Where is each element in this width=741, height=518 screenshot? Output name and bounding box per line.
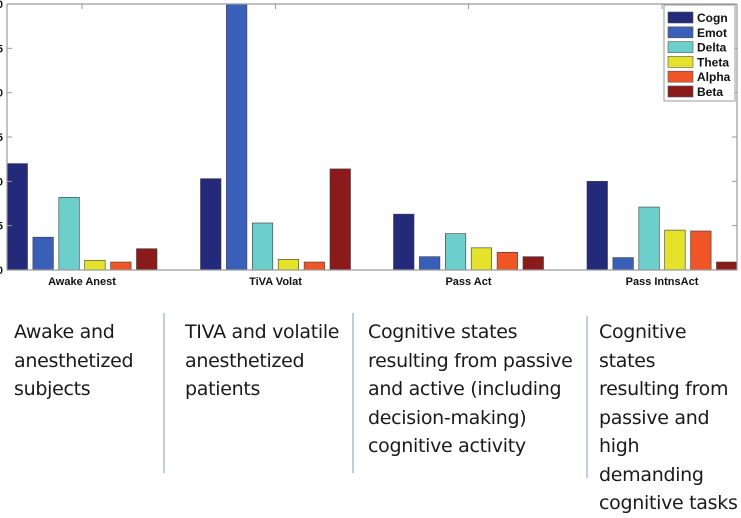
y-tick-label: 25 [0,43,3,55]
y-ticks: 0 5 10 15 20 25 30 [0,0,737,277]
bar-beta-2 [522,256,544,271]
bar-cogn-2 [393,213,415,271]
bar-alpha-2 [496,251,518,271]
bar-emot-2 [419,256,441,271]
bar-emot-1 [226,3,248,271]
y-tick-label: 20 [0,88,3,100]
axes-layer [6,3,738,271]
y-tick-label: 10 [0,176,3,188]
x-tick-label: Pass Act [445,276,491,288]
bar-chart: 0 5 10 15 20 25 30 Awake Anest TiVA Volat Pass A… [0,0,738,288]
bar-theta-3 [664,229,686,271]
legend-swatch-beta [667,85,694,98]
x-tick-label: Pass IntnsAct [626,276,699,288]
legend-label-emot: Emot [697,26,727,40]
bar-beta-1 [329,168,351,271]
bar-delta-2 [444,233,467,271]
x-tick-label: TiVA Volat [249,276,302,288]
bar-delta-1 [252,222,274,271]
bar-theta-0 [84,259,106,271]
legend-label-beta: Beta [697,85,723,99]
bar-cogn-1 [200,178,222,271]
caption-passive-intensive: Cognitive states resulting from passive … [599,321,738,514]
legend-swatch-emot [667,26,694,39]
y-tick-label: 15 [0,132,3,144]
bar-alpha-3 [690,230,712,271]
legend-swatch-delta [667,41,694,53]
y-tick-label: 5 [0,221,3,233]
bar-delta-0 [58,196,80,271]
bar-theta-1 [277,259,300,271]
legend-label-theta: Theta [697,55,729,69]
y-tick-label: 0 [0,265,3,277]
caption-divider [352,313,354,473]
bar-delta-3 [638,206,660,271]
bar-emot-3 [612,257,634,271]
bar-beta-0 [136,248,158,271]
legend-swatch-theta [667,56,694,68]
caption-divider [586,316,588,478]
bar-alpha-0 [110,261,132,271]
caption-tiva-volatile: TIVA and volatile anesthetized patients [185,321,340,400]
bar-cogn-0 [6,163,28,271]
y-tick-label: 30 [0,0,3,11]
legend-label-alpha: Alpha [697,70,731,84]
bar-theta-2 [470,247,493,271]
bar-cogn-3 [586,181,608,271]
bar-emot-0 [32,236,54,271]
bar-alpha-1 [303,261,325,271]
x-category-labels: Awake Anest TiVA Volat Pass Act Pass IntnsA… [48,4,699,288]
legend-label-cogn: Cogn [697,11,728,25]
x-tick-label: Awake Anest [48,276,116,288]
legend-swatch-alpha [667,70,694,83]
legend-swatch-cogn [667,11,694,24]
bars-layer [6,3,738,271]
caption-awake-anesthetized: Awake and anesthetized subjects [14,321,134,400]
caption-passive-active: Cognitive states resulting from passive … [368,321,573,457]
bar-beta-3 [716,261,738,271]
legend-label-delta: Delta [697,41,727,55]
caption-divider [163,313,165,473]
